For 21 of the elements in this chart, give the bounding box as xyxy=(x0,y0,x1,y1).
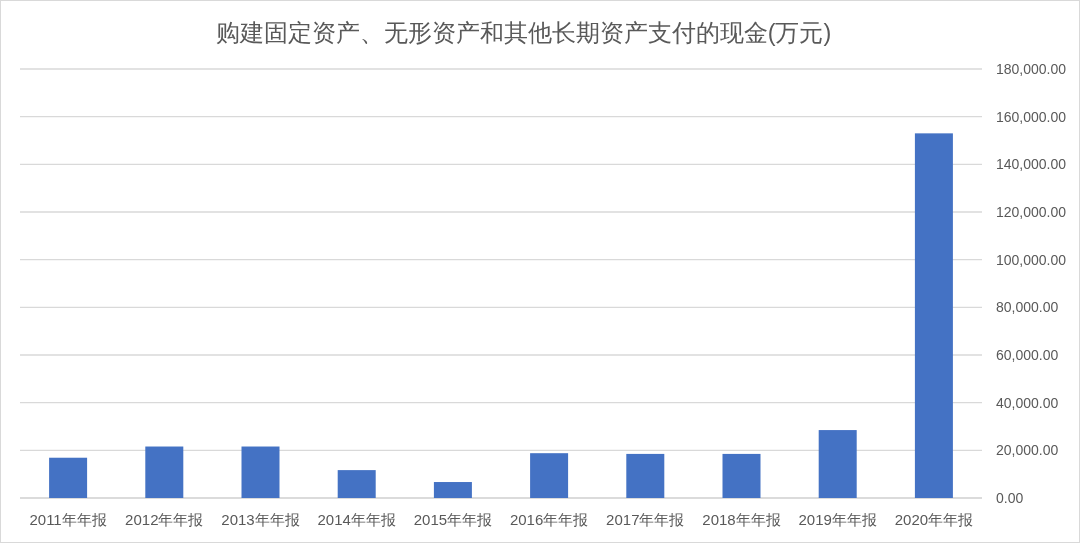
xtick: 2020年年报 xyxy=(894,511,974,528)
ytick: 160,000.00 xyxy=(996,108,1067,125)
ytick: 20,000.00 xyxy=(996,442,1059,459)
xtick: 2014年年报 xyxy=(317,511,396,528)
ytick: 0.00 xyxy=(996,490,1024,506)
xtick: 2013年年报 xyxy=(221,511,300,528)
xtick: 2012年年报 xyxy=(125,511,204,528)
xtick: 2018年年报 xyxy=(702,511,781,528)
xtick: 2019年年报 xyxy=(798,511,877,528)
ytick: 140,000.00 xyxy=(996,156,1067,173)
xtick: 2011年年报 xyxy=(29,511,107,528)
xtick: 2016年年报 xyxy=(509,511,589,528)
ytick: 60,000.00 xyxy=(996,347,1059,363)
xtick: 2017年年报 xyxy=(606,511,685,528)
ytick: 120,000.00 xyxy=(996,204,1067,220)
title: 购建固定资产、无形资产和其他长期资产支付的现金(万元) xyxy=(215,20,832,46)
ytick: 80,000.00 xyxy=(996,299,1059,316)
xtick: 2015年年报 xyxy=(413,511,493,528)
ytick: 180,000.00 xyxy=(996,61,1067,77)
ytick: 100,000.00 xyxy=(996,251,1067,268)
ytick: 40,000.00 xyxy=(996,394,1059,411)
